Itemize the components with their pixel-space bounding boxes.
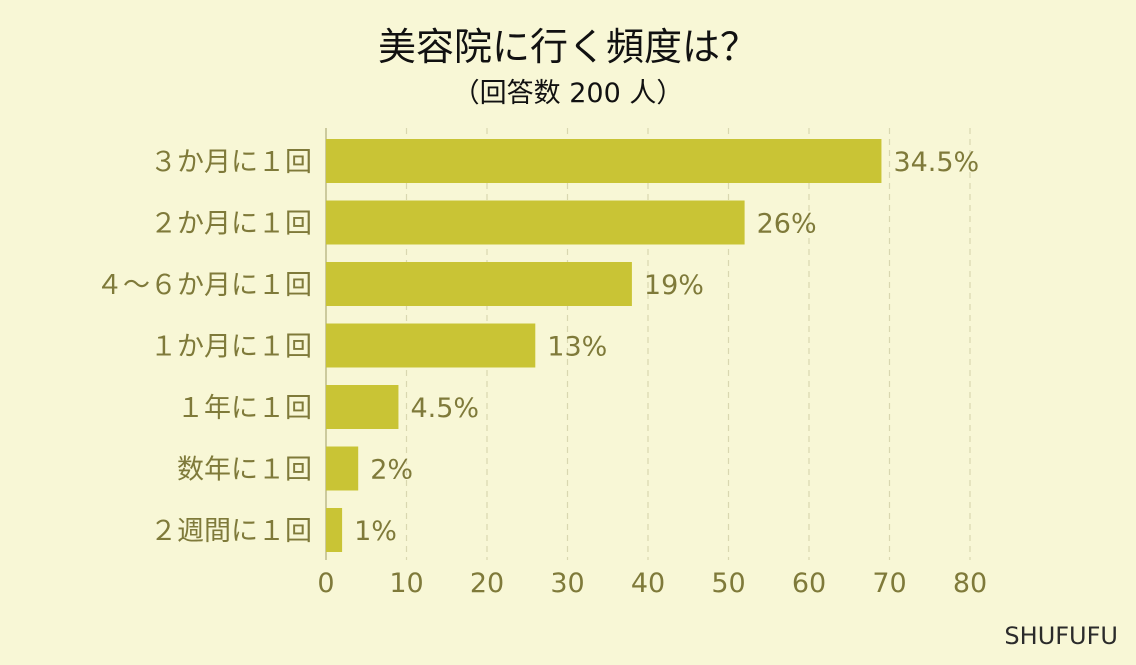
category-label: １年に１回 — [177, 393, 312, 424]
chart-subtitle: （回答数 200 人） — [453, 78, 684, 109]
x-tick-label: 80 — [953, 568, 987, 599]
x-tick-label: 0 — [317, 568, 334, 599]
bar — [326, 446, 359, 491]
chart-title: 美容院に行く頻度は？ — [378, 25, 758, 69]
category-label: 数年に１回 — [177, 455, 312, 486]
x-axis-ticks: 0 10 20 30 40 50 60 70 80 — [317, 568, 987, 599]
bar — [326, 385, 399, 429]
value-label: 19% — [644, 270, 704, 301]
x-tick-label: 70 — [872, 568, 906, 599]
bar — [326, 508, 343, 552]
value-label: 13% — [547, 332, 607, 363]
bar — [326, 139, 882, 183]
category-label: ２週間に１回 — [150, 516, 312, 547]
x-tick-label: 10 — [389, 568, 423, 599]
value-label: 26% — [757, 209, 817, 240]
category-label: ３か月に１回 — [150, 147, 312, 178]
x-tick-label: 20 — [470, 568, 504, 599]
bar — [326, 262, 632, 306]
value-label: 4.5% — [410, 393, 479, 424]
bar — [326, 200, 745, 245]
bar — [326, 323, 536, 368]
x-tick-label: 40 — [631, 568, 665, 599]
bars — [326, 139, 882, 552]
value-label: 34.5% — [893, 147, 979, 178]
value-label: 2% — [370, 455, 413, 486]
category-label: ２か月に１回 — [150, 209, 312, 240]
category-label: １か月に１回 — [150, 332, 312, 363]
category-label: ４〜６か月に１回 — [96, 270, 312, 301]
x-tick-label: 50 — [711, 568, 745, 599]
x-tick-label: 30 — [550, 568, 584, 599]
source-label: SHUFUFU — [1004, 622, 1118, 650]
value-label: 1% — [354, 516, 397, 547]
value-labels: 34.5% 26% 19% 13% 4.5% 2% 1% — [354, 147, 979, 547]
x-tick-label: 60 — [792, 568, 826, 599]
